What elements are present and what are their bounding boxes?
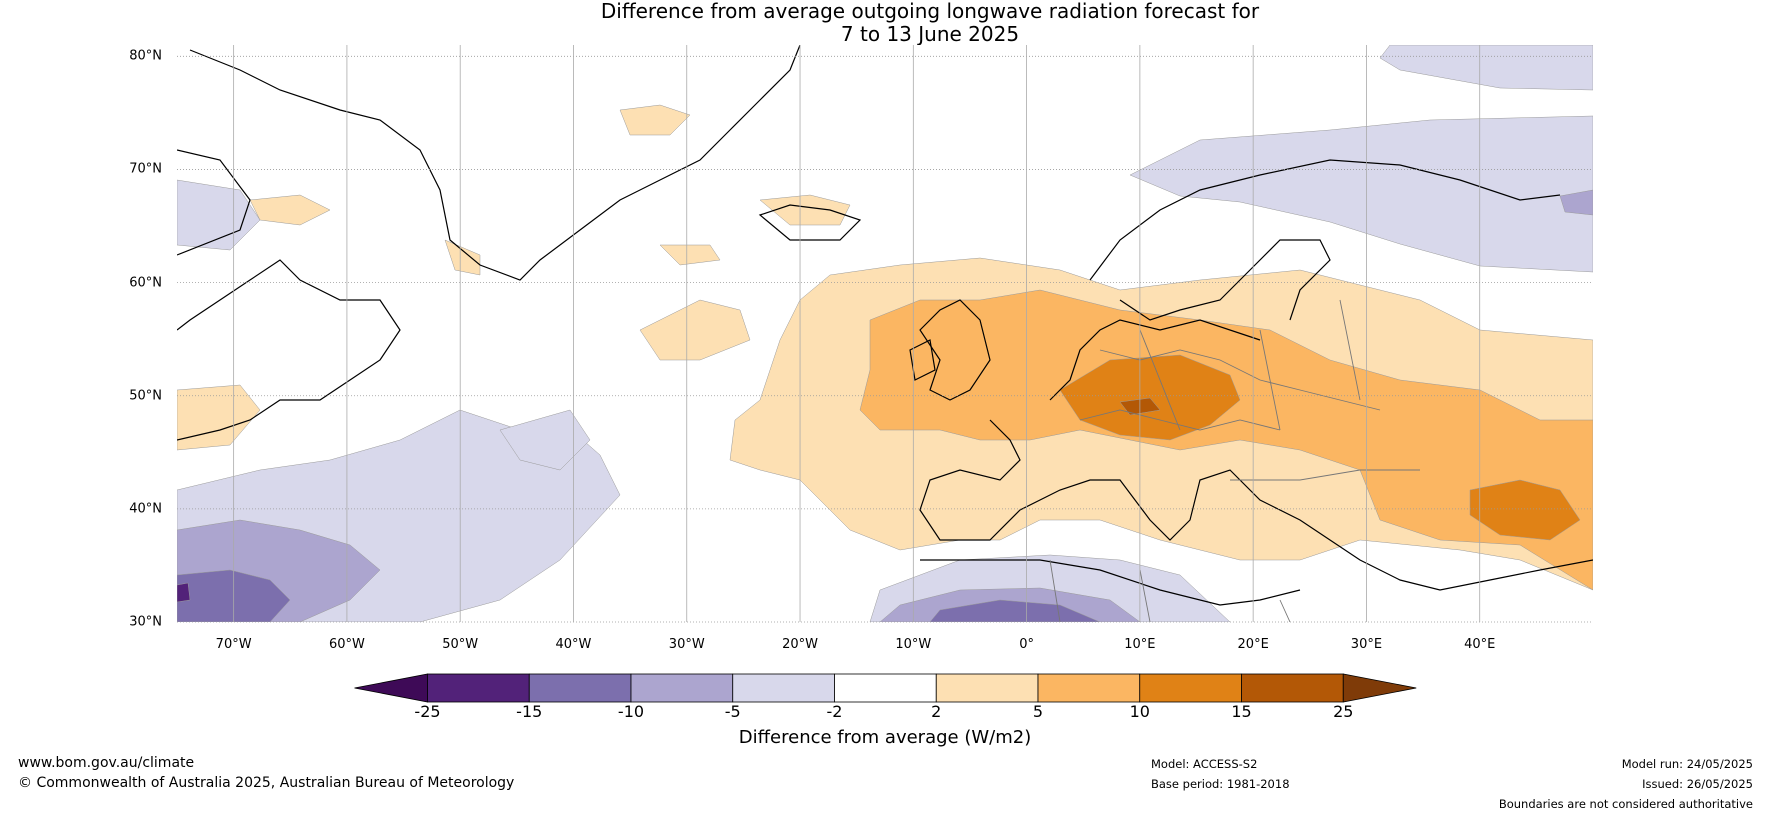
base-period: Base period: 1981-2018 <box>1151 777 1290 791</box>
coastline-uk <box>919 299 991 401</box>
lon-label: 20°W <box>782 637 818 652</box>
colorbar <box>354 673 1417 703</box>
anomaly-region-arctic-east <box>1129 115 1593 273</box>
anomaly-region-europe-mid <box>859 289 1593 591</box>
anomaly-region-near-greenland <box>619 104 691 136</box>
anomaly-region-central-europe <box>1059 354 1241 441</box>
colorbar-tick-label: -25 <box>414 702 441 721</box>
lon-label: 30°W <box>668 637 705 652</box>
lat-label: 60°N <box>129 275 162 291</box>
colorbar-tick-label: 15 <box>1231 702 1252 721</box>
disclaimer: Boundaries are not considered authoritat… <box>1498 797 1753 811</box>
lon-label: 30°E <box>1350 637 1383 652</box>
colorbar-segment <box>630 673 734 703</box>
lon-label: 40°E <box>1464 637 1496 652</box>
anomaly-region-atlantic-west-2 <box>659 244 721 266</box>
lat-label: 30°N <box>129 614 162 630</box>
lat-label: 50°N <box>129 388 162 404</box>
colorbar-segment <box>1139 673 1242 703</box>
title-line-2: 7 to 13 June 2025 <box>840 22 1020 46</box>
website-url[interactable]: www.bom.gov.au/climate <box>18 755 195 771</box>
chart-title: Difference from average outgoing longwav… <box>0 0 1770 46</box>
lat-label: 40°N <box>129 501 162 517</box>
colorbar-tick-label: -2 <box>826 702 843 721</box>
issued-date: Issued: 26/05/2025 <box>1642 777 1753 791</box>
lon-label: 60°W <box>328 637 365 652</box>
lon-label: 20°E <box>1237 637 1269 652</box>
colorbar-segment <box>935 673 1039 703</box>
lon-label: 70°W <box>215 637 252 652</box>
anomaly-region-subtropical-atlantic <box>499 409 591 471</box>
colorbar-segment <box>834 673 937 703</box>
colorbar-tick-label: 2 <box>931 702 942 721</box>
anomaly-region-newfoundland <box>177 384 261 451</box>
map-area <box>177 45 1593 622</box>
colorbar-segment <box>427 673 530 703</box>
anomaly-region-greenland-sw <box>444 239 481 276</box>
colorbar-segment <box>528 673 632 703</box>
colorbar-over-extension <box>1342 673 1417 703</box>
colorbar-under-extension <box>354 673 428 703</box>
border-lines-europe <box>1079 299 1420 481</box>
anomaly-region-anatolia <box>1469 479 1581 541</box>
colorbar-tick-label: 25 <box>1333 702 1354 721</box>
anomaly-region-barents <box>1559 189 1593 216</box>
coastline-iceland <box>758 204 862 241</box>
anomaly-region-mid-atlantic <box>639 299 751 361</box>
border-lines-africa <box>1049 559 1291 622</box>
lon-label: 0° <box>1019 637 1034 652</box>
colorbar-segment <box>1241 673 1344 703</box>
gridlines <box>177 45 1593 623</box>
anomaly-region-canada <box>177 179 261 251</box>
country-boundaries <box>1049 299 1420 622</box>
colorbar-segment <box>732 673 835 703</box>
coastline-canada <box>177 149 401 441</box>
colorbar-segment <box>1037 673 1141 703</box>
lon-label: 50°W <box>442 637 479 652</box>
anomaly-region-atlantic-min <box>177 582 191 603</box>
colorbar-tick-label: -5 <box>724 702 741 721</box>
lon-label: 40°W <box>555 637 592 652</box>
model-name: Model: ACCESS-S2 <box>1151 757 1258 771</box>
lon-label: 10°W <box>895 637 932 652</box>
lat-label: 70°N <box>129 161 162 177</box>
coastline-greenland <box>189 45 801 281</box>
colorbar-tick-label: 5 <box>1032 702 1044 721</box>
anomaly-region-baffin <box>249 194 331 226</box>
colorbar-tick-label: -15 <box>516 702 543 721</box>
colorbar-tick-label: -10 <box>617 702 645 721</box>
colorbar-tick-label: 10 <box>1129 702 1150 721</box>
model-run-date: Model run: 24/05/2025 <box>1621 757 1753 771</box>
title-line-1: Difference from average outgoing longwav… <box>600 0 1260 23</box>
copyright-text: © Commonwealth of Australia 2025, Austra… <box>18 775 515 791</box>
colorbar-title: Difference from average (W/m2) <box>738 727 1032 748</box>
lon-label: 10°E <box>1124 637 1156 652</box>
coastline-europe-mainland <box>919 319 1593 591</box>
lat-label: 80°N <box>129 48 162 64</box>
